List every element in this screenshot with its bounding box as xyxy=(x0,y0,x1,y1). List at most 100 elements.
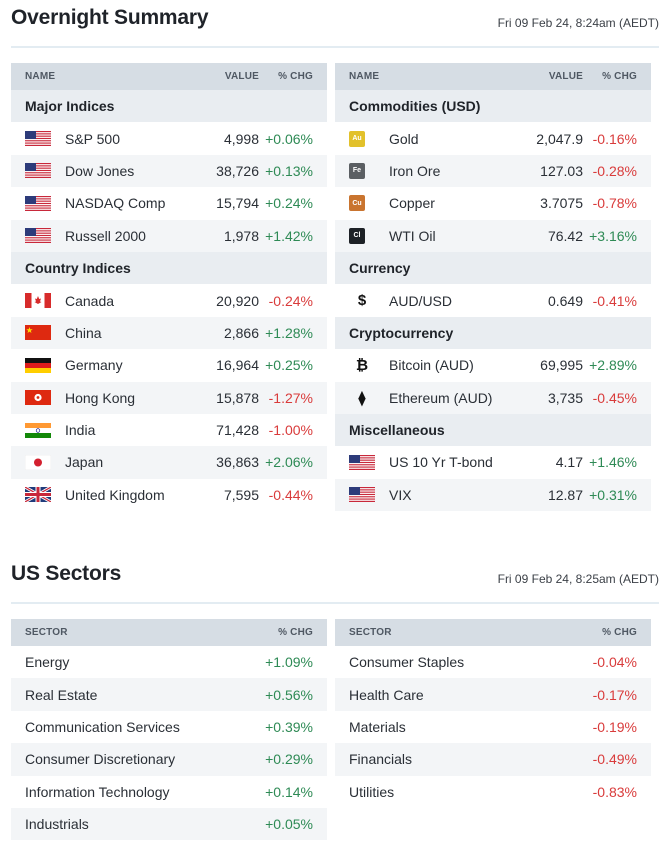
percent-change: -0.44% xyxy=(268,486,313,503)
table-row[interactable]: United Kingdom 7,595 -0.44% xyxy=(11,479,327,511)
change-column-header: % CHG xyxy=(278,71,313,82)
table-row[interactable]: NASDAQ Comp 15,794 +0.24% xyxy=(11,187,327,219)
table-row[interactable]: Dow Jones 38,726 +0.13% xyxy=(11,154,327,188)
percent-change: -0.28% xyxy=(592,162,637,179)
percent-change: -0.16% xyxy=(592,130,637,147)
table-row[interactable]: Consumer Discretionary +0.29% xyxy=(11,743,327,776)
hong-kong-flag-icon xyxy=(25,390,51,406)
gold-badge-icon: Au xyxy=(349,130,375,147)
table-row[interactable]: US 10 Yr T-bond 4.17 +1.46% xyxy=(335,446,651,478)
us-flag-icon xyxy=(25,131,51,147)
instrument-cell: Hong Kong xyxy=(11,390,179,406)
category-heading: Country Indices xyxy=(11,251,327,285)
instrument-value: 20,920 xyxy=(216,292,259,309)
percent-change: +0.56% xyxy=(265,686,313,703)
table-row[interactable]: Russell 2000 1,978 +1.42% xyxy=(11,219,327,252)
instrument-cell: Au Gold xyxy=(335,130,503,147)
table-row[interactable]: Industrials +0.05% xyxy=(11,807,327,841)
instrument-value: 2,047.9 xyxy=(536,130,583,147)
table-row[interactable]: Cl WTI Oil 76.42 +3.16% xyxy=(335,219,651,252)
table-row[interactable]: ₿ Bitcoin (AUD) 69,995 +2.89% xyxy=(335,349,651,381)
sector-name: Materials xyxy=(349,718,406,735)
table-row[interactable]: ⧫ Ethereum (AUD) 3,735 -0.45% xyxy=(335,381,651,414)
ethereum-glyph: ⧫ xyxy=(358,389,366,407)
table-row[interactable]: Hong Kong 15,878 -1.27% xyxy=(11,381,327,414)
japan-flag-icon xyxy=(25,454,51,470)
table-row[interactable]: Fe Iron Ore 127.03 -0.28% xyxy=(335,154,651,188)
overnight-summary-title: Overnight Summary xyxy=(11,6,209,29)
instrument-name: US 10 Yr T-bond xyxy=(389,454,493,471)
percent-change: +0.05% xyxy=(265,816,313,833)
percent-change: -0.49% xyxy=(592,751,637,768)
instrument-name: S&P 500 xyxy=(65,130,121,147)
sector-column-header: SECTOR xyxy=(349,627,392,638)
instrument-value: 38,726 xyxy=(216,162,259,179)
table-header: NAME VALUE % CHG xyxy=(11,63,327,90)
instrument-value: 15,878 xyxy=(216,389,259,406)
instrument-value: 69,995 xyxy=(540,357,583,374)
overnight-summary-timestamp: Fri 09 Feb 24, 8:24am (AEDT) xyxy=(497,16,659,30)
percent-change: +0.14% xyxy=(265,783,313,800)
instrument-value: 12.87 xyxy=(547,486,583,503)
table-row[interactable]: Canada 20,920 -0.24% xyxy=(11,284,327,316)
name-column-header: NAME xyxy=(349,71,380,82)
instrument-value: 76.42 xyxy=(547,227,583,244)
instrument-cell: NASDAQ Comp xyxy=(11,195,179,211)
category-heading: Cryptocurrency xyxy=(335,316,651,350)
table-row[interactable]: Health Care -0.17% xyxy=(335,678,651,711)
instrument-value: 2,866 xyxy=(223,324,259,341)
overnight-right-table: NAME VALUE % CHG Commodities (USD) Au Gold… xyxy=(335,63,651,512)
instrument-cell: Cl WTI Oil xyxy=(335,227,503,244)
oil-badge-symbol: Cl xyxy=(349,227,365,244)
table-row[interactable]: $ AUD/USD 0.649 -0.41% xyxy=(335,284,651,316)
table-row[interactable]: S&P 500 4,998 +0.06% xyxy=(11,122,327,154)
table-row[interactable]: China 2,866 +1.28% xyxy=(11,316,327,350)
dollar-icon: $ xyxy=(349,292,375,309)
instrument-value: 3,735 xyxy=(547,389,583,406)
table-row[interactable]: Consumer Staples -0.04% xyxy=(335,646,651,678)
instrument-name: WTI Oil xyxy=(389,227,436,244)
instrument-value: 4,998 xyxy=(223,130,259,147)
table-row[interactable]: Communication Services +0.39% xyxy=(11,711,327,743)
sectors-right-table: SECTOR % CHG Consumer Staples -0.04% Healt… xyxy=(335,619,651,808)
percent-change: +0.06% xyxy=(265,130,313,147)
instrument-value: 16,964 xyxy=(216,357,259,374)
instrument-name: Canada xyxy=(65,292,115,309)
percent-change: -0.41% xyxy=(592,292,637,309)
table-row[interactable]: Materials -0.19% xyxy=(335,711,651,743)
instrument-cell: Canada xyxy=(11,293,179,309)
table-row[interactable]: Information Technology +0.14% xyxy=(11,776,327,808)
instrument-value: 1,978 xyxy=(223,227,259,244)
instrument-cell: Germany xyxy=(11,357,179,373)
table-row[interactable]: Energy +1.09% xyxy=(11,646,327,678)
instrument-name: India xyxy=(65,422,96,439)
instrument-cell: Fe Iron Ore xyxy=(335,162,503,179)
percent-change: -1.27% xyxy=(268,389,313,406)
percent-change: +1.42% xyxy=(265,227,313,244)
table-row[interactable]: Real Estate +0.56% xyxy=(11,678,327,711)
gold-badge-symbol: Au xyxy=(349,130,365,147)
copper-badge-icon: Cu xyxy=(349,195,375,212)
table-row[interactable]: Cu Copper 3.7075 -0.78% xyxy=(335,187,651,219)
instrument-cell: United Kingdom xyxy=(11,487,179,503)
overnight-left-table: NAME VALUE % CHG Major Indices S&P 500 4,9… xyxy=(11,63,327,511)
percent-change: -0.45% xyxy=(592,389,637,406)
value-column-header: VALUE xyxy=(224,71,259,82)
bitcoin-glyph: ₿ xyxy=(355,356,369,374)
instrument-value: 7,595 xyxy=(223,486,259,503)
table-row[interactable]: Au Gold 2,047.9 -0.16% xyxy=(335,122,651,154)
percent-change: +0.29% xyxy=(265,751,313,768)
table-row[interactable]: Utilities -0.83% xyxy=(335,776,651,808)
percent-change: +0.39% xyxy=(265,718,313,735)
table-row[interactable]: Germany 16,964 +0.25% xyxy=(11,349,327,381)
sector-name: Information Technology xyxy=(25,783,170,800)
us-flag-icon xyxy=(25,163,51,179)
table-row[interactable]: Japan 36,863 +2.06% xyxy=(11,446,327,479)
table-row[interactable]: Financials -0.49% xyxy=(335,743,651,776)
table-row[interactable]: India 71,428 -1.00% xyxy=(11,414,327,446)
sector-name: Financials xyxy=(349,751,413,768)
sectors-left-table: SECTOR % CHG Energy +1.09% Real Estate +0.5… xyxy=(11,619,327,841)
table-row[interactable]: VIX 12.87 +0.31% xyxy=(335,478,651,512)
percent-change: +0.31% xyxy=(589,486,637,503)
instrument-name: VIX xyxy=(389,486,412,503)
